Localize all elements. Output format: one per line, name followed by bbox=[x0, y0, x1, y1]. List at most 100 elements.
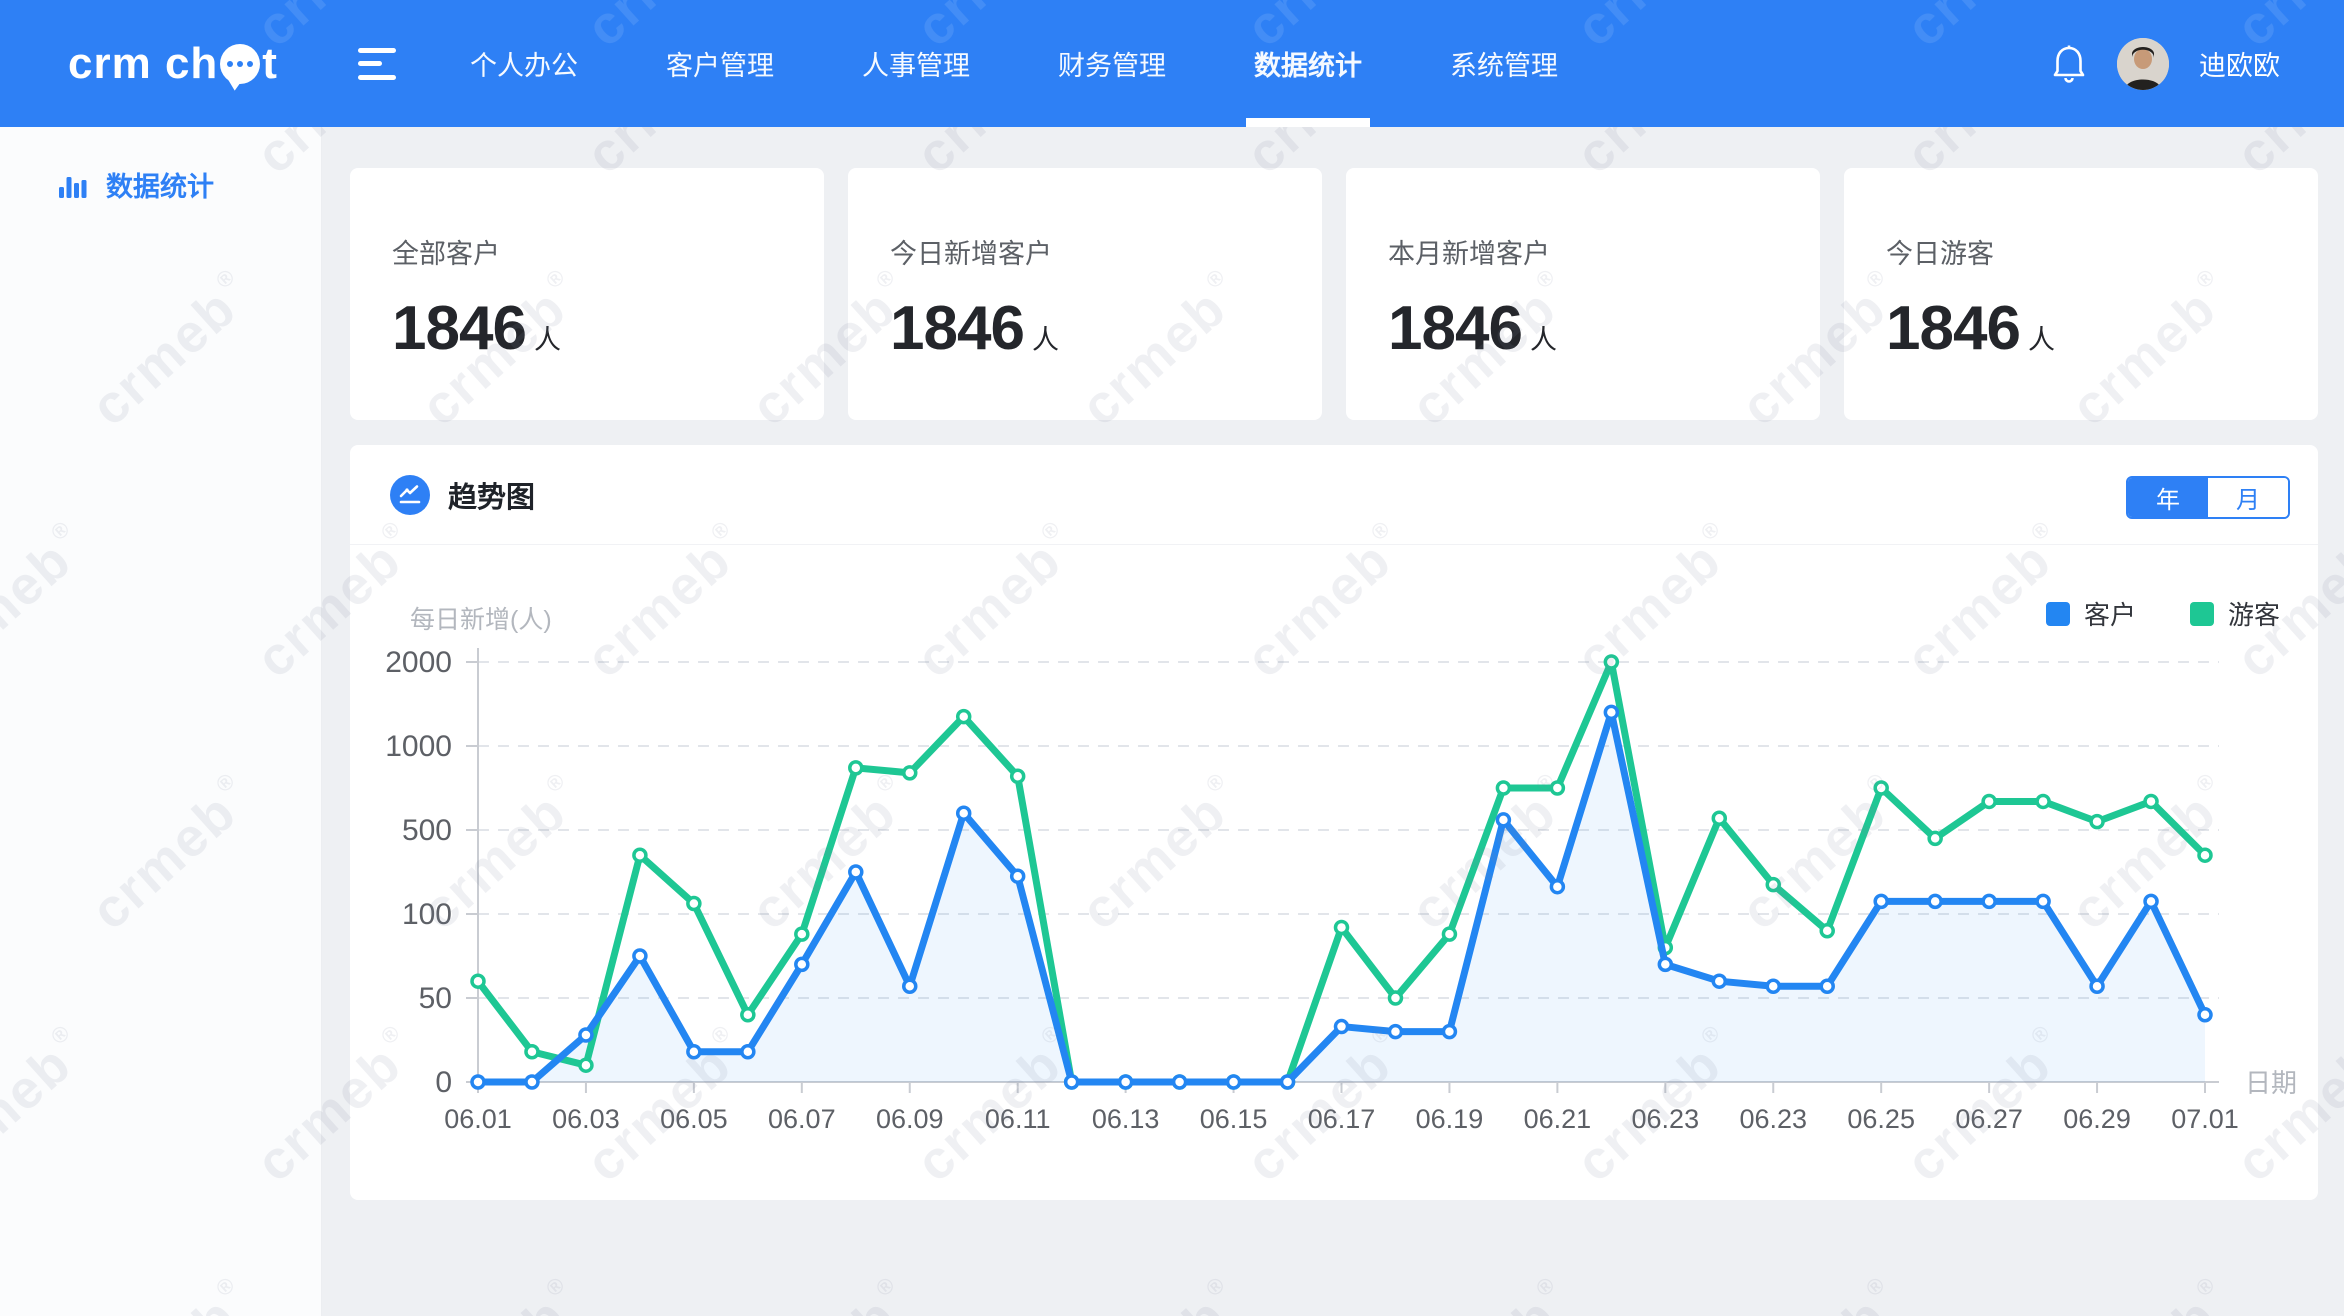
bar-chart-icon bbox=[59, 176, 87, 198]
x-tick-label: 06.29 bbox=[2063, 1104, 2131, 1134]
data-point-游客-25 bbox=[1819, 923, 1835, 939]
collapse-menu-icon[interactable] bbox=[357, 47, 398, 80]
legend-item-客户[interactable]: 客户 bbox=[2045, 595, 2136, 632]
stat-card-2: 本月新增客户 1846 人 bbox=[1346, 168, 1820, 420]
nav-item-0[interactable]: 个人办公 bbox=[469, 51, 578, 81]
data-point-客户-25 bbox=[1819, 978, 1835, 994]
x-tick-label: 06.23 bbox=[1739, 1104, 1807, 1134]
period-toggle: 年月 bbox=[2126, 476, 2290, 519]
data-point-游客-16 bbox=[1333, 919, 1350, 936]
logo-text-suffix: t bbox=[262, 38, 278, 88]
nav-item-5[interactable]: 系统管理 bbox=[1449, 51, 1558, 81]
data-point-客户-26 bbox=[1873, 893, 1889, 910]
data-point-游客-5 bbox=[740, 1007, 756, 1023]
x-tick-label: 07.01 bbox=[2171, 1104, 2239, 1134]
main-nav: 个人办公 客户管理 人事管理 财务管理 数据统计 系统管理 bbox=[470, 0, 1558, 127]
data-point-客户-20 bbox=[1549, 878, 1566, 895]
stat-card-label: 今日新增客户 bbox=[890, 239, 1052, 269]
data-point-客户-21 bbox=[1603, 704, 1620, 721]
y-tick-label: 100 bbox=[402, 898, 452, 931]
stat-card-label: 今日游客 bbox=[1886, 239, 1994, 269]
chart-legend: 客户 游客 bbox=[2045, 595, 2280, 632]
sidebar-item-data-statistics[interactable]: 数据统计 bbox=[0, 127, 321, 204]
y-tick-label: 1000 bbox=[385, 730, 452, 763]
sidebar: 数据统计 bbox=[0, 127, 322, 1316]
data-point-客户-29 bbox=[2035, 893, 2051, 910]
nav-item-2[interactable]: 人事管理 bbox=[861, 51, 970, 81]
data-point-客户-9 bbox=[955, 805, 972, 821]
stat-card-value: 1846 bbox=[392, 294, 527, 363]
main-content: 全部客户 1846 人 今日新增客户 1846 人 本月新增客户 1846 人 … bbox=[322, 127, 2344, 1316]
data-point-客户-2 bbox=[578, 1027, 594, 1043]
data-point-客户-28 bbox=[1981, 893, 1997, 910]
stat-card-label: 全部客户 bbox=[392, 239, 500, 269]
data-point-客户-27 bbox=[1927, 893, 1943, 910]
data-point-游客-6 bbox=[794, 926, 810, 942]
data-point-客户-3 bbox=[632, 948, 648, 964]
data-point-游客-18 bbox=[1441, 926, 1458, 942]
data-point-游客-19 bbox=[1495, 780, 1512, 796]
toggle-年[interactable]: 年 bbox=[2128, 478, 2208, 517]
data-point-客户-23 bbox=[1711, 973, 1728, 989]
x-tick-label: 06.23 bbox=[1632, 1104, 1700, 1134]
data-point-游客-9 bbox=[955, 708, 972, 725]
x-axis-title: 日期 bbox=[2245, 1068, 2297, 1098]
data-point-游客-10 bbox=[1009, 768, 1026, 784]
legend-label: 客户 bbox=[2083, 600, 2136, 630]
app-header: crmeb®crmeb®crmeb®crmeb®crmeb®crmeb®crme… bbox=[0, 0, 2344, 127]
trend-chart: 0 50 100 500 1000 2000 每日新增(人) 06.01 06.03 06.05 0… bbox=[385, 606, 2297, 1134]
trend-card-header: 趋势图 年月 bbox=[350, 445, 2318, 545]
data-point-游客-3 bbox=[632, 847, 648, 863]
data-point-客户-0 bbox=[470, 1074, 486, 1090]
stat-card-unit: 人 bbox=[2027, 325, 2055, 355]
sidebar-item-label: 数据统计 bbox=[106, 172, 214, 202]
data-point-客户-1 bbox=[524, 1074, 540, 1090]
user-name[interactable]: 迪欧欧 bbox=[2199, 51, 2280, 81]
logo-text-prefix: crm ch bbox=[68, 38, 219, 88]
x-tick-label: 06.07 bbox=[768, 1104, 836, 1134]
data-point-客户-22 bbox=[1657, 956, 1674, 973]
avatar-photo bbox=[2117, 37, 2169, 90]
x-tick-label: 06.09 bbox=[876, 1104, 944, 1134]
data-point-客户-15 bbox=[1279, 1074, 1296, 1090]
data-point-客户-7 bbox=[848, 864, 864, 880]
legend-swatch bbox=[2189, 601, 2214, 626]
x-tick-label: 06.15 bbox=[1200, 1104, 1268, 1134]
stat-card-1: 今日新增客户 1846 人 bbox=[848, 168, 1322, 420]
x-tick-label: 06.11 bbox=[985, 1104, 1051, 1134]
stat-card-unit: 人 bbox=[1529, 325, 1557, 355]
data-point-游客-1 bbox=[524, 1044, 540, 1060]
header-right: 迪欧欧 bbox=[2051, 0, 2280, 127]
y-axis-title: 每日新增(人) bbox=[410, 606, 552, 634]
stat-card-3: 今日游客 1846 人 bbox=[1844, 168, 2318, 420]
data-point-游客-30 bbox=[2089, 813, 2105, 830]
data-point-游客-23 bbox=[1711, 810, 1728, 826]
x-tick-label: 06.25 bbox=[1847, 1104, 1915, 1134]
user-avatar[interactable] bbox=[2117, 37, 2169, 90]
data-point-游客-4 bbox=[686, 895, 702, 912]
notification-bell-icon[interactable] bbox=[2051, 44, 2087, 84]
data-point-游客-7 bbox=[848, 760, 864, 776]
x-tick-label: 06.27 bbox=[1955, 1104, 2023, 1134]
data-point-客户-31 bbox=[2143, 893, 2159, 910]
data-point-客户-17 bbox=[1387, 1023, 1404, 1040]
legend-item-游客[interactable]: 游客 bbox=[2189, 595, 2280, 632]
stat-card-unit: 人 bbox=[1031, 325, 1059, 355]
data-point-客户-8 bbox=[902, 978, 918, 994]
x-tick-label: 06.13 bbox=[1092, 1104, 1160, 1134]
stat-card-value: 1846 bbox=[890, 294, 1025, 363]
data-point-游客-32 bbox=[2197, 847, 2213, 863]
stat-card-value: 1846 bbox=[1388, 294, 1523, 363]
toggle-月[interactable]: 月 bbox=[2208, 478, 2288, 517]
y-tick-label: 500 bbox=[402, 814, 452, 847]
watermark-text: crmeb® bbox=[1564, 0, 1750, 59]
data-point-游客-2 bbox=[578, 1057, 594, 1073]
legend-swatch bbox=[2045, 601, 2070, 626]
x-tick-label: 06.01 bbox=[444, 1104, 512, 1134]
data-point-客户-6 bbox=[794, 956, 810, 973]
stat-cards-row: 全部客户 1846 人 今日新增客户 1846 人 本月新增客户 1846 人 … bbox=[350, 168, 2318, 420]
nav-item-3[interactable]: 财务管理 bbox=[1057, 51, 1166, 81]
data-point-客户-24 bbox=[1765, 978, 1781, 994]
nav-item-4[interactable]: 数据统计 bbox=[1245, 0, 1370, 127]
nav-item-1[interactable]: 客户管理 bbox=[665, 51, 774, 81]
